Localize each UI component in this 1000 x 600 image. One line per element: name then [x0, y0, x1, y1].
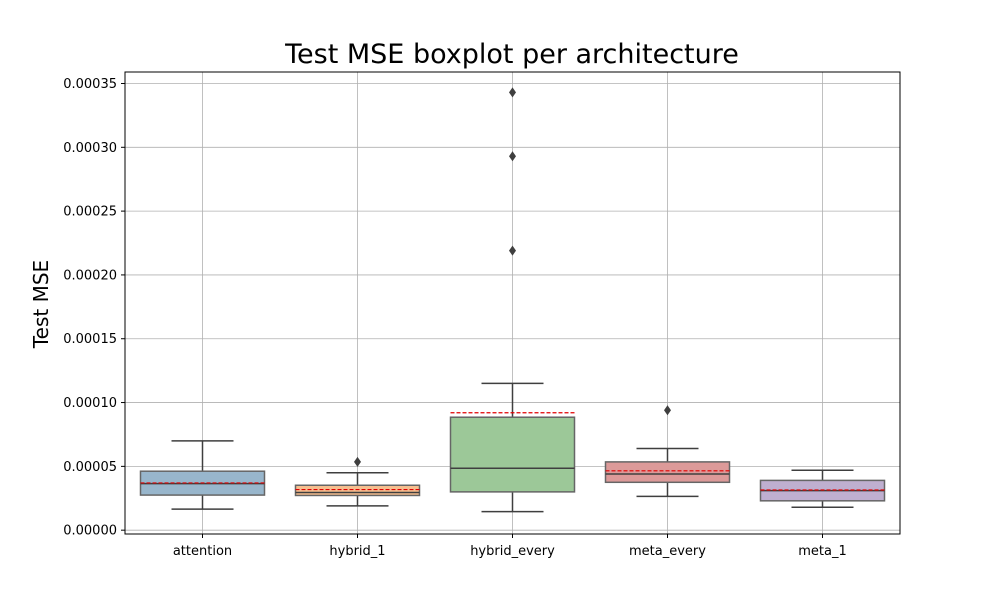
- x-tick-label: meta_1: [798, 544, 847, 559]
- outlier-point: [509, 87, 516, 98]
- y-tick-label: 0.00035: [63, 77, 117, 92]
- y-tick-label: 0.00005: [63, 460, 117, 475]
- grid-lines: [125, 72, 900, 534]
- outlier-point: [509, 151, 516, 162]
- outlier-point: [509, 245, 516, 256]
- box-iqr: [604, 461, 731, 484]
- box-iqr: [294, 484, 421, 497]
- x-tick-label: hybrid_1: [329, 544, 385, 559]
- y-tick-label: 0.00025: [63, 205, 117, 220]
- y-axis-label: Test MSE: [29, 260, 53, 349]
- x-tick-label: attention: [173, 544, 232, 559]
- box-series: [139, 87, 886, 513]
- chart-title: Test MSE boxplot per architecture: [284, 39, 739, 70]
- outlier-point: [664, 405, 671, 416]
- axes: 0.00000 0.00005 0.00010 0.00015 0.00020 0.000…: [63, 71, 901, 559]
- box-meta_every: [604, 405, 731, 498]
- y-tick-label: 0.00020: [63, 268, 117, 283]
- outlier-point: [354, 456, 361, 467]
- x-tick-label: hybrid_every: [470, 544, 555, 559]
- y-tick-label: 0.00030: [63, 141, 117, 156]
- box-attention: [139, 440, 266, 510]
- box-hybrid_1: [294, 456, 421, 507]
- y-tick-label: 0.00000: [63, 524, 117, 539]
- y-tick-label: 0.00015: [63, 332, 117, 347]
- y-tick-label: 0.00010: [63, 396, 117, 411]
- x-tick-label: meta_every: [629, 544, 706, 559]
- box-meta_1: [759, 469, 886, 508]
- box-hybrid_every: [449, 87, 576, 513]
- box-iqr: [449, 416, 576, 493]
